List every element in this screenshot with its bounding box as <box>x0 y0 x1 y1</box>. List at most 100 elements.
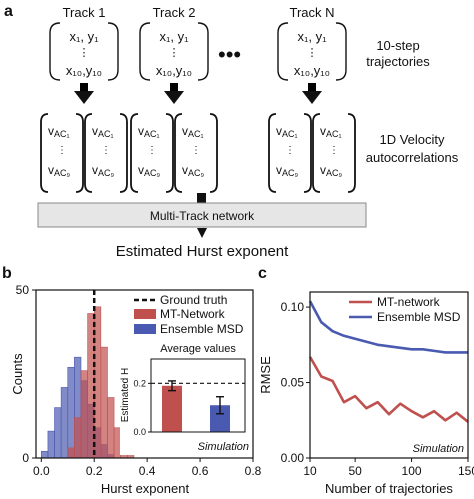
vac-first-subscript: AC₁ <box>54 129 70 139</box>
trajectory-label-line1: 10-step <box>376 38 419 53</box>
vector-bracket-right <box>119 113 128 193</box>
legend-mt-label: MT-network <box>377 295 441 309</box>
track-bracket-left <box>49 22 61 81</box>
inset-background <box>120 338 251 455</box>
legend-mt-swatch <box>134 309 156 319</box>
vac-first-value: vAC₁ <box>320 124 342 139</box>
track-title: Track N <box>289 5 334 20</box>
track-first-coord: x₁, y₁ <box>70 29 100 44</box>
velocity-label-line2: autocorrelations <box>366 150 459 165</box>
vac-vdots: ⋮ <box>191 145 201 156</box>
vac-last-subscript: AC₉ <box>188 168 205 178</box>
panel-b-chart: 0.0 0.2 0.4 0.6 0.8 0 50 Hurst exponent Counts Gr… <box>10 283 262 496</box>
x-tick-label: 100 <box>402 464 422 478</box>
histogram-bar <box>47 430 55 459</box>
panel-a-label: a <box>4 3 13 20</box>
y-tick-label: 0.05 <box>281 376 305 390</box>
histogram-bar <box>107 397 115 459</box>
legend-mt-label: MT-Network <box>160 307 226 321</box>
inset-bar <box>162 385 182 432</box>
vector-bracket-left <box>312 113 321 193</box>
track-last-coord: x₁₀,y₁₀ <box>294 63 330 78</box>
track-bracket-right <box>335 22 347 81</box>
track-group: Track 1 x₁, y₁ ⋮ x₁₀,y₁₀ Track 2 x₁, y₁ ⋮ x₁₀,y… <box>49 5 347 81</box>
velocity-label-line1: 1D Velocity <box>379 132 445 147</box>
network-label: Multi-Track network <box>150 209 255 223</box>
histogram-bar <box>60 387 69 459</box>
output-label: Estimated Hurst exponent <box>116 243 289 260</box>
vac-first-subscript: AC₁ <box>144 129 160 139</box>
y-tick-label: 0 <box>22 451 29 465</box>
vac-first-value: vAC₁ <box>182 124 204 139</box>
inset-bar <box>210 405 230 432</box>
histogram-bar <box>80 370 88 459</box>
y-tick-label: 0.10 <box>281 300 305 314</box>
track-bracket-right <box>197 22 209 81</box>
down-arrow-stem <box>308 83 316 91</box>
vac-first-subscript: AC₁ <box>326 129 342 139</box>
trajectory-label-line2: trajectories <box>366 54 430 69</box>
velocity-autocorr-group: vAC₁ ⋮ vAC₉ vAC₁ ⋮ vAC₉ vAC₁ ⋮ vAC₉ vAC₁ ⋮ vAC₉ vAC₁… <box>40 113 356 193</box>
histogram-bar <box>74 417 82 459</box>
vac-last-value: vAC₉ <box>138 163 161 178</box>
histogram-bar <box>100 346 108 459</box>
inset-y-tick-label: 0.0 <box>133 427 146 437</box>
histogram-bar <box>67 366 75 459</box>
legend-msd-swatch <box>134 324 156 334</box>
network-box <box>37 202 367 228</box>
inset-y-tick-label: 0.2 <box>133 378 146 388</box>
histogram-bar <box>54 407 62 459</box>
x-tick-label: 0.0 <box>33 464 50 478</box>
legend-ground-truth-label: Ground truth <box>160 293 227 307</box>
vac-first-subscript: AC₁ <box>282 129 298 139</box>
vac-first-value: vAC₁ <box>138 124 160 139</box>
x-axis-label: Hurst exponent <box>101 481 190 496</box>
vac-first-value: vAC₁ <box>48 124 70 139</box>
vac-first-subscript: AC₁ <box>98 129 114 139</box>
plot-frame <box>309 291 469 459</box>
vector-bracket-right <box>303 113 312 193</box>
vector-bracket-left <box>174 113 183 193</box>
down-arrow-head <box>74 91 94 104</box>
vac-vdots: ⋮ <box>285 145 295 156</box>
vector-bracket-left <box>268 113 277 193</box>
y-tick-label: 50 <box>16 283 30 297</box>
legend-msd-label: Ensemble MSD <box>377 310 461 324</box>
mt-network-line <box>308 356 469 423</box>
track-first-coord: x₁, y₁ <box>298 29 328 44</box>
track-bracket-left <box>139 22 151 81</box>
simulation-label-c: Simulation <box>413 443 464 455</box>
inset-title: Average values <box>160 343 236 355</box>
track-vdots: ⋮ <box>169 47 180 59</box>
vac-vdots: ⋮ <box>57 145 67 156</box>
vac-first-value: vAC₁ <box>92 124 114 139</box>
vector-bracket-left <box>40 113 49 193</box>
dots-separator: ••• <box>218 42 241 67</box>
track-vdots: ⋮ <box>307 47 318 59</box>
vac-last-subscript: AC₉ <box>54 168 71 178</box>
track-title: Track 2 <box>153 5 196 20</box>
vac-last-value: vAC₉ <box>320 163 343 178</box>
vector-bracket-right <box>75 113 84 193</box>
vector-bracket-right <box>165 113 174 193</box>
x-tick-label: 150 <box>458 464 474 478</box>
histogram-bar <box>67 447 75 459</box>
vac-last-value: vAC₉ <box>48 163 71 178</box>
legend-msd-label: Ensemble MSD <box>160 322 244 336</box>
y-axis-label: RMSE <box>258 356 273 394</box>
y-axis-label: Counts <box>10 353 25 395</box>
vector-bracket-left <box>84 113 93 193</box>
inset-frame <box>150 358 246 433</box>
network-output-arrow <box>197 228 207 238</box>
down-arrow-stem <box>80 83 88 91</box>
down-arrow-head <box>164 91 184 104</box>
track-last-coord: x₁₀,y₁₀ <box>156 63 192 78</box>
vac-vdots: ⋮ <box>147 145 157 156</box>
x-tick-label: 0.8 <box>245 464 262 478</box>
x-axis-label: Number of trajectories <box>325 481 453 496</box>
track-bracket-left <box>277 22 289 81</box>
vector-bracket-left <box>130 113 139 193</box>
inset-y-axis-label: Estimated H <box>120 368 131 422</box>
x-tick-label: 10 <box>303 464 317 478</box>
histogram-bar <box>113 427 121 459</box>
